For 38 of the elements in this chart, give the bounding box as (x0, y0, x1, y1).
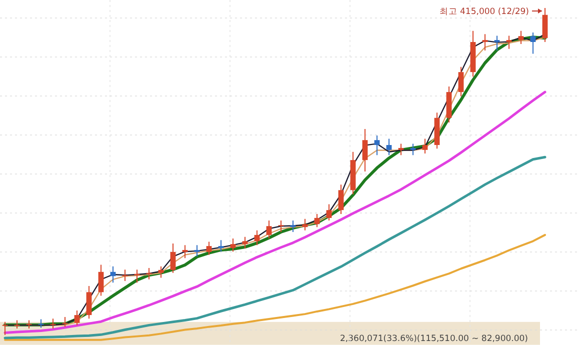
candlestick (518, 30, 524, 44)
candlestick (398, 143, 404, 156)
candlestick (146, 267, 152, 280)
candlestick (98, 264, 104, 296)
candlestick (338, 184, 344, 215)
candlestick (278, 220, 284, 232)
candlestick (302, 218, 308, 231)
candlestick (530, 32, 536, 54)
annotation: 최고 415,000 (12/29) (439, 7, 529, 17)
candlestick (494, 35, 500, 52)
band-label: 2,360,071(33.6%)(115,510.00 ~ 82,900.00) (340, 334, 528, 344)
candlestick (74, 310, 80, 326)
candlestick (506, 35, 512, 50)
candlestick (2, 321, 8, 336)
candlestick (230, 238, 236, 252)
candlestick (170, 242, 176, 274)
candlestick (122, 269, 128, 282)
candlestick (290, 220, 296, 232)
candlestick (218, 240, 224, 252)
candlestick (254, 230, 260, 246)
candlestick (206, 241, 212, 256)
candlestick (50, 318, 56, 329)
candlestick (182, 244, 188, 259)
candlestick (314, 214, 320, 228)
candlestick (410, 143, 416, 156)
candlestick (86, 285, 92, 320)
candlestick (242, 236, 248, 249)
candlestick (266, 220, 272, 240)
candlestick (386, 138, 392, 156)
candlestick (482, 34, 488, 52)
candlestick (194, 244, 200, 258)
candlestick (326, 204, 332, 222)
candlestick (362, 128, 368, 172)
candlestick (62, 316, 68, 328)
candlestick (422, 138, 428, 154)
candlestick (374, 135, 380, 156)
candlestick (158, 266, 164, 278)
candlestick (458, 66, 464, 97)
